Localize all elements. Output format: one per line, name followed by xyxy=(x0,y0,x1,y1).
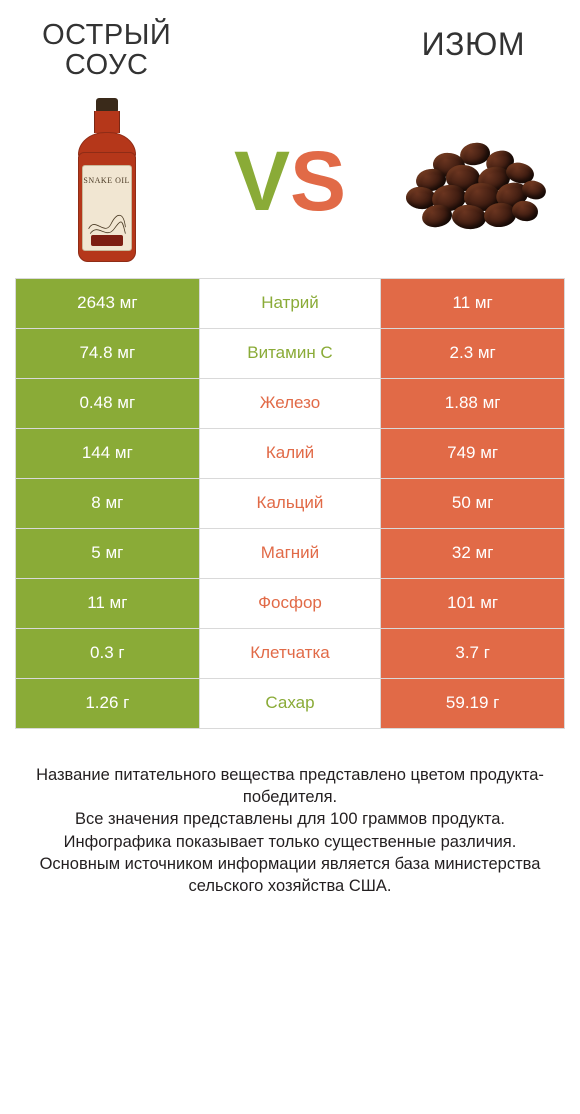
table-nutrient-label: Кальций xyxy=(199,479,382,528)
image-row: SNAKE OIL VS xyxy=(15,96,565,266)
table-row: 1.26 гСахар59.19 г xyxy=(16,679,564,729)
table-right-value: 3.7 г xyxy=(381,629,564,678)
header-mid-cell xyxy=(198,20,381,81)
table-nutrient-label: Железо xyxy=(199,379,382,428)
product-left-title: ОСТРЫЙСОУС xyxy=(15,20,198,81)
table-nutrient-label: Магний xyxy=(199,529,382,578)
table-left-value: 5 мг xyxy=(16,529,199,578)
table-nutrient-label: Сахар xyxy=(199,679,382,728)
footer-line: Название питательного вещества представл… xyxy=(15,764,565,809)
product-left-image: SNAKE OIL xyxy=(15,96,198,266)
header-left-cell: ОСТРЫЙСОУС xyxy=(15,20,198,81)
hot-sauce-bottle-icon: SNAKE OIL xyxy=(76,98,138,263)
table-nutrient-label: Натрий xyxy=(199,279,382,328)
table-row: 74.8 мгВитамин C2.3 мг xyxy=(16,329,564,379)
vs-label: VS xyxy=(234,139,346,223)
table-left-value: 144 мг xyxy=(16,429,199,478)
table-nutrient-label: Клетчатка xyxy=(199,629,382,678)
vs-cell: VS xyxy=(198,96,381,266)
table-left-value: 0.48 мг xyxy=(16,379,199,428)
table-right-value: 11 мг xyxy=(381,279,564,328)
table-row: 5 мгМагний32 мг xyxy=(16,529,564,579)
table-row: 0.48 мгЖелезо1.88 мг xyxy=(16,379,564,429)
table-right-value: 59.19 г xyxy=(381,679,564,728)
infographic-wrap: ОСТРЫЙСОУС ИЗЮМ SNAKE OIL xyxy=(0,0,580,927)
footer-line: Основным источником информации является … xyxy=(15,853,565,898)
table-right-value: 1.88 мг xyxy=(381,379,564,428)
table-left-value: 1.26 г xyxy=(16,679,199,728)
vs-v: V xyxy=(234,134,290,228)
table-row: 8 мгКальций50 мг xyxy=(16,479,564,529)
product-right-image xyxy=(382,96,565,266)
comparison-table: 2643 мгНатрий11 мг74.8 мгВитамин C2.3 мг… xyxy=(15,278,565,729)
footer-line: Инфографика показывает только существенн… xyxy=(15,831,565,853)
raisins-icon xyxy=(398,131,548,231)
bottle-brand-text: SNAKE OIL xyxy=(83,176,130,185)
product-right-title: ИЗЮМ xyxy=(382,20,565,68)
table-right-value: 50 мг xyxy=(381,479,564,528)
table-nutrient-label: Фосфор xyxy=(199,579,382,628)
table-right-value: 32 мг xyxy=(381,529,564,578)
table-left-value: 2643 мг xyxy=(16,279,199,328)
table-left-value: 8 мг xyxy=(16,479,199,528)
table-row: 144 мгКалий749 мг xyxy=(16,429,564,479)
table-nutrient-label: Витамин C xyxy=(199,329,382,378)
vs-s: S xyxy=(290,134,346,228)
footer-note: Название питательного вещества представл… xyxy=(15,764,565,898)
header-row: ОСТРЫЙСОУС ИЗЮМ xyxy=(15,20,565,81)
table-row: 11 мгФосфор101 мг xyxy=(16,579,564,629)
table-right-value: 749 мг xyxy=(381,429,564,478)
footer-line: Все значения представлены для 100 граммо… xyxy=(15,808,565,830)
table-right-value: 101 мг xyxy=(381,579,564,628)
table-left-value: 11 мг xyxy=(16,579,199,628)
table-left-value: 74.8 мг xyxy=(16,329,199,378)
table-left-value: 0.3 г xyxy=(16,629,199,678)
table-nutrient-label: Калий xyxy=(199,429,382,478)
table-row: 2643 мгНатрий11 мг xyxy=(16,279,564,329)
table-right-value: 2.3 мг xyxy=(381,329,564,378)
header-right-cell: ИЗЮМ xyxy=(382,20,565,81)
table-row: 0.3 гКлетчатка3.7 г xyxy=(16,629,564,679)
